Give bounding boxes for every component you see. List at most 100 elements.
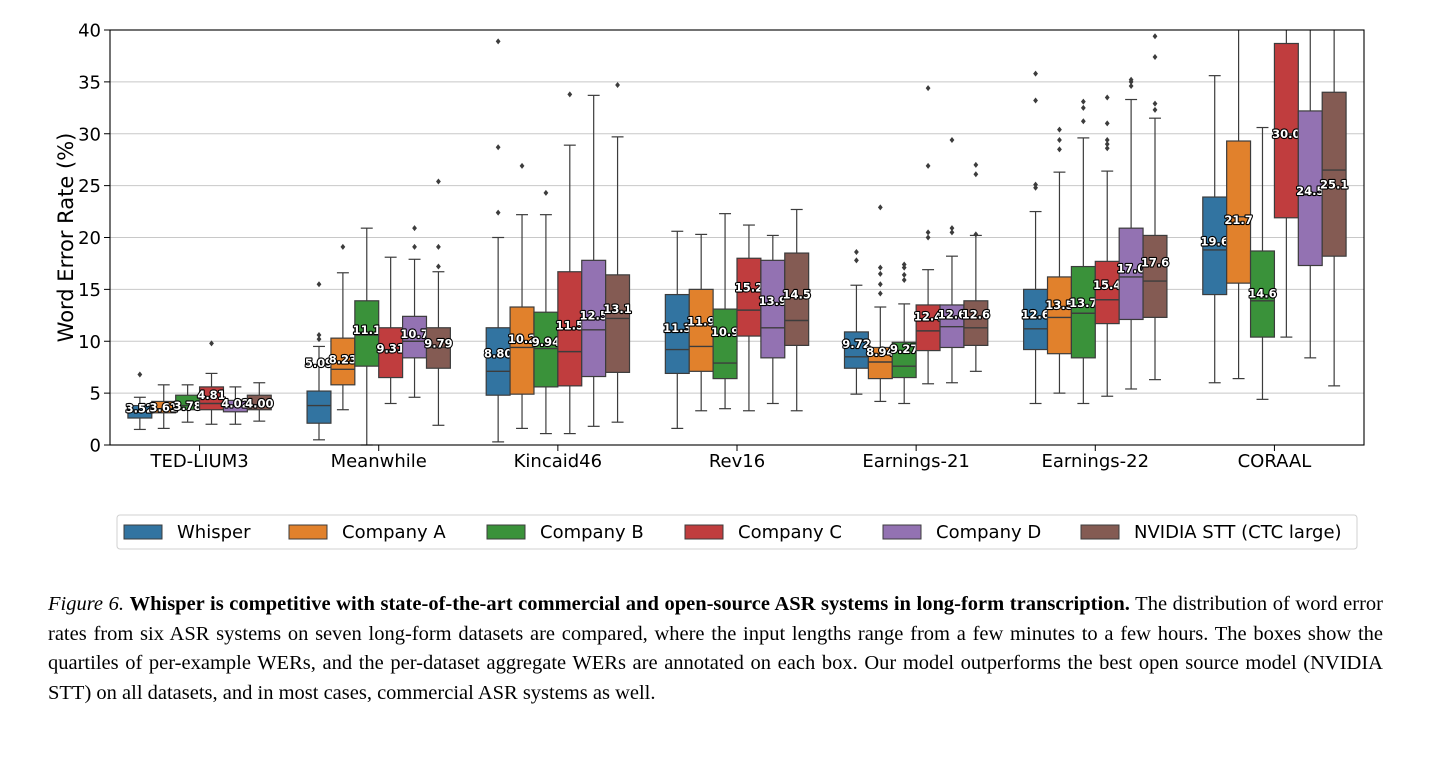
box-5-0: 12.6 — [1020, 70, 1051, 405]
box-value-label: 8.80 — [484, 347, 512, 361]
box-value-label: 4.02 — [221, 396, 249, 410]
box-value-label: 12.5 — [579, 308, 607, 322]
box-4-4: 12.6 — [937, 136, 967, 384]
x-tick-label: Kincaid46 — [514, 451, 602, 472]
legend-label: NVIDIA STT (CTC large) — [1134, 522, 1342, 543]
legend-entry: Company D — [882, 522, 1041, 543]
box-body — [533, 311, 559, 388]
box-6-1: 21.7 — [1223, 30, 1254, 380]
box-value-label: 15.4 — [1093, 278, 1121, 292]
outlier-point — [1152, 53, 1158, 60]
legend-swatch — [882, 524, 922, 540]
box-value-label: 24.5 — [1296, 184, 1324, 198]
box-value-label: 10.9 — [711, 325, 739, 339]
box-6-5: 25.1 — [1319, 30, 1349, 387]
outlier-point — [877, 290, 883, 297]
box-6-0: 19.6 — [1199, 75, 1230, 384]
outlier-point — [615, 81, 620, 88]
y-axis-label: Word Error Rate (%) — [54, 133, 78, 343]
box-3-5: 14.5 — [781, 208, 812, 412]
box-2-1: 10.2 — [507, 162, 537, 429]
outlier-point — [1128, 76, 1134, 83]
box-1-2: 11.1 — [351, 227, 382, 446]
legend-entry: Company A — [288, 522, 446, 543]
outlier-point — [1104, 120, 1110, 127]
legend-entry: Whisper — [123, 522, 251, 543]
box-0-0: 3.52 — [125, 371, 155, 431]
box-body — [246, 394, 272, 411]
outlier-point — [973, 171, 979, 178]
x-tick-label: CORAAL — [1238, 451, 1312, 472]
box-value-label: 13.5 — [1045, 298, 1073, 312]
outlier-point — [1152, 33, 1158, 40]
outlier-point — [877, 281, 883, 288]
box-4-0: 9.72 — [841, 249, 872, 395]
axes: 0 5 10 15 20 25 30 35 40 Word Error Rate (%) TED-L… — [54, 21, 1311, 473]
box-value-label: 12.4 — [914, 309, 942, 323]
legend-label: Company B — [540, 522, 644, 543]
legend-label: Company C — [738, 522, 842, 543]
box-body — [1321, 91, 1347, 257]
boxplot-chart: 3.52 5.09 8.80 11.3 9.72 12.6 19.6 3.61 8.23 10.2… — [54, 21, 1365, 550]
box-series: 3.52 5.09 8.80 11.3 9.72 12.6 19.6 3.61 8.23 10.2… — [125, 30, 1349, 446]
x-tick-label: Earnings-22 — [1042, 451, 1150, 472]
outlier-point — [925, 85, 931, 92]
outlier-point — [436, 178, 441, 185]
box-6-4: 24.5 — [1295, 30, 1326, 359]
box-body — [1142, 234, 1168, 318]
box-body — [509, 306, 535, 395]
box-value-label: 9.72 — [842, 337, 870, 351]
legend-entry: Company C — [684, 522, 842, 543]
outlier-point — [901, 277, 907, 284]
caption-bold-text: Whisper is competitive with state-of-the… — [129, 593, 1130, 615]
legend-swatch — [486, 524, 526, 540]
legend-swatch — [1080, 524, 1120, 540]
outlier-point — [925, 234, 931, 241]
box-value-label: 12.6 — [962, 307, 990, 321]
outlier-point — [854, 249, 859, 256]
outlier-point — [1057, 136, 1062, 143]
outlier-point — [137, 371, 143, 378]
outlier-point — [1080, 98, 1086, 105]
box-value-label: 11.9 — [687, 315, 715, 329]
y-tick-label: 40 — [78, 21, 101, 42]
box-3-3: 15.2 — [734, 224, 764, 412]
outlier-point — [543, 189, 549, 196]
box-body — [1046, 276, 1072, 355]
box-1-4: 10.7 — [399, 225, 430, 398]
outlier-point — [877, 270, 883, 277]
box-1-0: 5.09 — [304, 281, 334, 441]
outlier-point — [436, 243, 441, 250]
x-tick-label: Meanwhile — [331, 451, 427, 472]
outlier-point — [973, 161, 979, 168]
outlier-point — [1080, 118, 1086, 125]
box-5-5: 17.6 — [1140, 33, 1170, 381]
outlier-point — [901, 264, 907, 271]
box-value-label: 8.23 — [329, 353, 357, 367]
outlier-point — [316, 281, 322, 288]
box-value-label: 21.7 — [1224, 213, 1252, 227]
box-body — [1094, 260, 1120, 325]
box-3-0: 11.3 — [662, 230, 693, 429]
box-4-2: 9.27 — [889, 261, 919, 405]
box-3-4: 13.9 — [758, 234, 788, 405]
outlier-point — [316, 332, 322, 339]
box-value-label: 14.6 — [1248, 287, 1276, 301]
box-0-4: 4.02 — [220, 386, 251, 425]
outlier-point — [1104, 136, 1110, 143]
outlier-point — [1033, 184, 1038, 191]
outlier-point — [949, 136, 955, 143]
outlier-point — [1152, 100, 1158, 107]
outlier-point — [412, 243, 417, 250]
box-value-label: 8.94 — [866, 345, 894, 359]
outlier-point — [1033, 70, 1038, 77]
box-2-3: 11.5 — [555, 91, 585, 435]
outlier-point — [1033, 97, 1038, 104]
box-value-label: 13.7 — [1069, 296, 1097, 310]
outlier-point — [925, 162, 931, 169]
legend-label: Company D — [936, 522, 1041, 543]
box-value-label: 13.9 — [759, 294, 787, 308]
box-0-3: 4.81 — [196, 340, 227, 425]
box-0-2: 3.78 — [172, 384, 203, 423]
box-body — [760, 259, 786, 359]
